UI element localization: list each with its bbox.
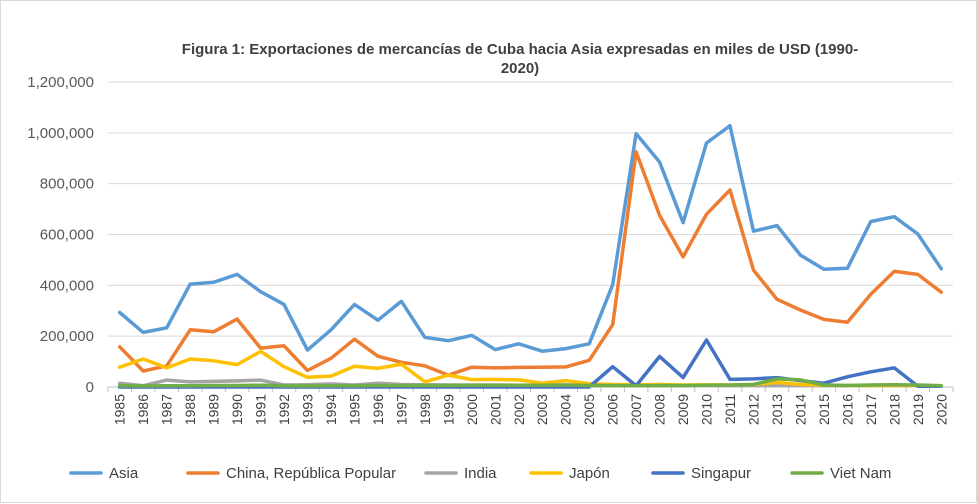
x-tick-label: 2011 — [722, 394, 738, 424]
y-tick-label: 200,000 — [40, 328, 94, 345]
x-tick-label: 2002 — [511, 394, 527, 425]
series-line-asia — [117, 123, 944, 353]
series-lines — [117, 123, 944, 389]
chart-title-line-2: 2020) — [501, 60, 539, 77]
chart-title-line-1: Figura 1: Exportaciones de mercancías de… — [182, 41, 858, 58]
x-tick-label: 2008 — [652, 394, 668, 425]
x-tick-label: 2004 — [558, 394, 574, 425]
x-tick-label: 2016 — [839, 394, 855, 425]
x-tick-label: 2000 — [464, 394, 480, 425]
x-tick-label: 2001 — [487, 394, 503, 425]
y-tick-label: 600,000 — [40, 227, 94, 244]
legend-label-singapur: Singapur — [691, 465, 751, 482]
legend-label-china-republica-popular: China, República Popular — [226, 465, 396, 482]
x-tick-label: 2009 — [675, 394, 691, 425]
x-tick-label: 2018 — [886, 394, 902, 425]
legend-label-viet-nam: Viet Nam — [830, 465, 891, 482]
x-tick-label: 1991 — [253, 394, 269, 425]
x-tick-label: 1996 — [370, 394, 386, 425]
legend-label-japon: Japón — [569, 465, 610, 482]
x-tick-label: 1989 — [206, 394, 222, 425]
x-tick-label: 2019 — [910, 394, 926, 425]
x-tick-label: 1997 — [393, 394, 409, 425]
x-tick-label: 2012 — [745, 394, 761, 425]
series-line-japon — [117, 349, 944, 388]
x-tick-label: 1987 — [159, 394, 175, 425]
y-axis-tick-labels: 0 200,000 400,000 600,000 800,000 1,000,000 1,… — [27, 74, 94, 396]
x-tick-label: 2006 — [605, 394, 621, 425]
y-tick-label: 800,000 — [40, 176, 94, 193]
x-tick-label: 2003 — [534, 394, 550, 425]
x-tick-label: 2007 — [628, 394, 644, 425]
x-tick-label: 1998 — [417, 394, 433, 425]
series-line-viet-nam — [117, 377, 944, 388]
x-tick-label: 1994 — [323, 394, 339, 425]
y-tick-label: 0 — [86, 379, 94, 396]
x-tick-label: 2014 — [792, 394, 808, 425]
x-tick-label: 1999 — [440, 394, 456, 425]
legend-label-asia: Asia — [109, 465, 139, 482]
x-axis-tick-labels: 1985 1986 1987 1988 1989 1990 1991 1992 1993 1994… — [112, 394, 950, 425]
x-tick-label: 2015 — [816, 394, 832, 425]
x-tick-label: 2017 — [863, 394, 879, 425]
x-tick-label: 1986 — [135, 394, 151, 425]
x-tick-label: 2005 — [581, 394, 597, 425]
x-tick-label: 1985 — [112, 394, 128, 425]
series-line-china-republica-popular — [117, 150, 944, 377]
x-tick-label: 1995 — [346, 394, 362, 425]
y-tick-label: 1,000,000 — [27, 125, 94, 142]
y-tick-label: 400,000 — [40, 277, 94, 294]
gridlines — [108, 81, 953, 337]
y-tick-label: 1,200,000 — [27, 74, 94, 91]
legend: Asia China, República Popular India Japón Si… — [69, 465, 891, 482]
x-tick-label: 1992 — [276, 394, 292, 425]
x-tick-label: 2013 — [769, 394, 785, 425]
x-tick-label: 2010 — [699, 394, 715, 425]
x-tick-label: 1990 — [229, 394, 245, 425]
legend-label-india: India — [464, 465, 497, 482]
x-tick-label: 1988 — [182, 394, 198, 425]
x-tick-label: 2020 — [933, 394, 949, 425]
x-tick-label: 1993 — [300, 394, 316, 425]
